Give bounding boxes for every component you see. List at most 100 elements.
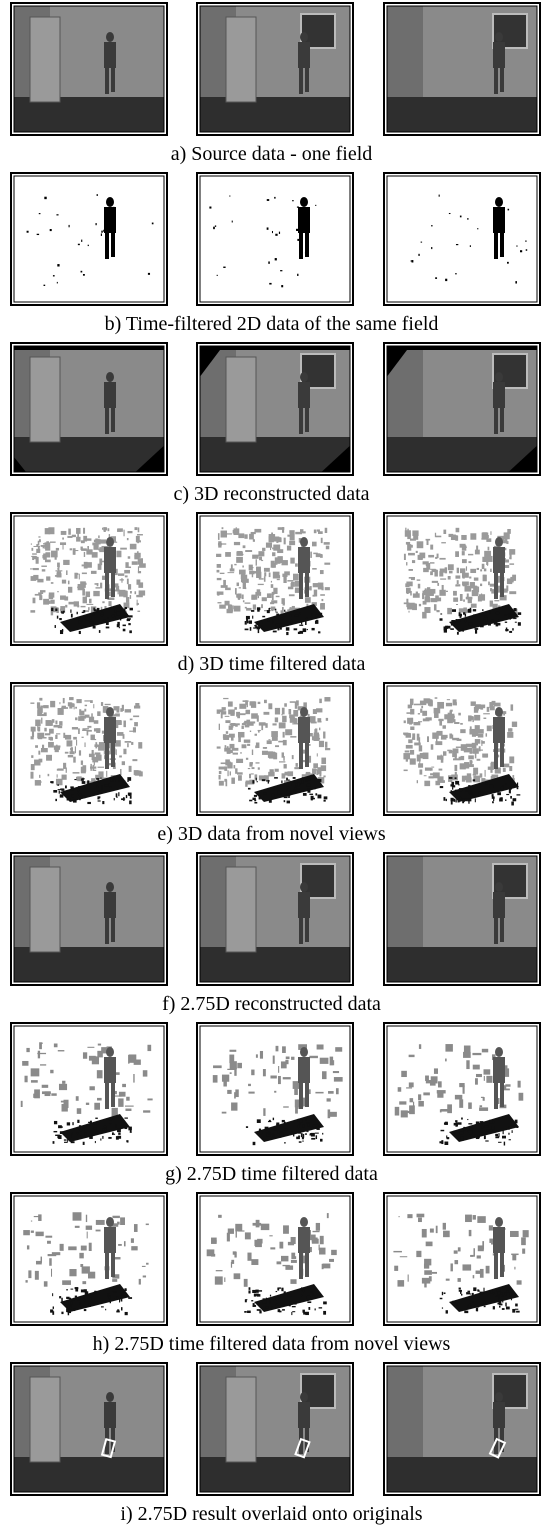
point-blob: [470, 1255, 473, 1257]
point-blob: [98, 771, 103, 777]
point-blob: [127, 531, 132, 533]
point-blob: [296, 1137, 300, 1140]
point-blob: [30, 610, 35, 612]
point-blob: [118, 590, 119, 595]
point-blob: [442, 725, 445, 728]
point-blob: [94, 720, 99, 724]
point-blob: [72, 1133, 73, 1135]
point-blob: [406, 757, 408, 762]
point-blob: [276, 1124, 278, 1126]
point-blob: [275, 736, 277, 740]
point-blob: [508, 1133, 509, 1135]
point-blob: [129, 615, 133, 617]
point-blob: [71, 794, 74, 797]
point-blob: [35, 1271, 39, 1280]
point-blob: [516, 1127, 518, 1128]
figure-row: e) 3D data from novel views: [0, 680, 543, 850]
point-blob: [460, 723, 463, 725]
point-blob: [285, 1060, 288, 1064]
point-blob: [89, 1135, 93, 1139]
point-blob: [128, 584, 131, 589]
point-blob: [480, 1269, 484, 1278]
point-blob: [227, 1069, 235, 1070]
point-blob: [57, 264, 59, 266]
point-blob: [31, 755, 33, 758]
point-blob: [455, 777, 457, 779]
point-blob: [71, 1141, 75, 1143]
point-blob: [63, 611, 65, 613]
point-blob: [119, 755, 122, 757]
point-blob: [60, 630, 63, 634]
point-blob: [51, 1093, 56, 1095]
point-blob: [230, 1061, 237, 1069]
point-blob: [307, 1123, 310, 1126]
point-blob: [269, 1300, 270, 1304]
point-blob: [478, 1135, 480, 1137]
panel-image: [383, 1022, 541, 1156]
point-blob: [315, 1308, 316, 1310]
door: [30, 357, 60, 442]
point-blob: [493, 1306, 495, 1309]
point-blob: [32, 556, 34, 560]
point-blob: [430, 1229, 434, 1233]
panel-strip: [0, 170, 543, 310]
point-blob: [409, 1055, 415, 1057]
point-blob: [467, 1291, 470, 1292]
point-blob: [82, 589, 85, 596]
point-blob: [326, 546, 329, 550]
point-blob: [257, 1294, 261, 1297]
point-blob: [53, 1306, 54, 1308]
point-blob: [227, 1233, 230, 1242]
point-blob: [71, 1298, 72, 1300]
point-blob: [116, 797, 118, 798]
point-blob: [468, 790, 471, 792]
point-blob: [462, 559, 467, 563]
point-blob: [235, 1224, 242, 1232]
point-blob: [114, 1134, 115, 1135]
point-blob: [273, 1056, 275, 1064]
point-blob: [436, 1226, 438, 1233]
point-blob: [236, 1230, 237, 1237]
point-blob: [309, 1056, 318, 1058]
point-blob: [217, 570, 220, 573]
point-blob: [70, 748, 72, 750]
point-blob: [250, 701, 256, 705]
floor: [383, 947, 541, 987]
point-blob: [424, 1259, 431, 1266]
point-blob: [469, 748, 472, 754]
point-blob: [279, 1311, 281, 1313]
point-blob: [268, 620, 270, 622]
point-blob: [502, 1136, 506, 1139]
point-blob: [257, 1239, 262, 1244]
point-blob: [231, 1102, 237, 1110]
point-blob: [291, 1260, 297, 1263]
point-blob: [73, 1298, 75, 1300]
point-blob: [460, 594, 463, 601]
point-blob: [126, 1140, 128, 1141]
point-blob: [329, 1259, 334, 1262]
point-blob: [223, 698, 228, 699]
point-blob: [50, 701, 55, 707]
point-blob: [116, 793, 118, 797]
point-blob: [422, 1229, 427, 1238]
point-blob: [523, 1230, 529, 1237]
point-blob: [470, 1127, 473, 1130]
point-blob: [98, 1044, 101, 1046]
point-blob: [118, 1136, 122, 1139]
point-blob: [267, 227, 269, 229]
point-blob: [323, 732, 325, 739]
point-blob: [460, 568, 465, 573]
point-blob: [432, 1272, 437, 1274]
point-blob: [278, 1066, 279, 1073]
point-blob: [314, 530, 317, 534]
point-blob: [86, 604, 93, 605]
point-blob: [251, 1070, 254, 1076]
point-blob: [111, 199, 113, 200]
point-blob: [468, 785, 470, 788]
point-blob: [509, 631, 512, 633]
point-blob: [475, 628, 479, 630]
point-blob: [409, 577, 415, 579]
point-blob: [94, 744, 98, 747]
point-blob: [271, 1306, 273, 1308]
point-blob: [79, 574, 80, 580]
